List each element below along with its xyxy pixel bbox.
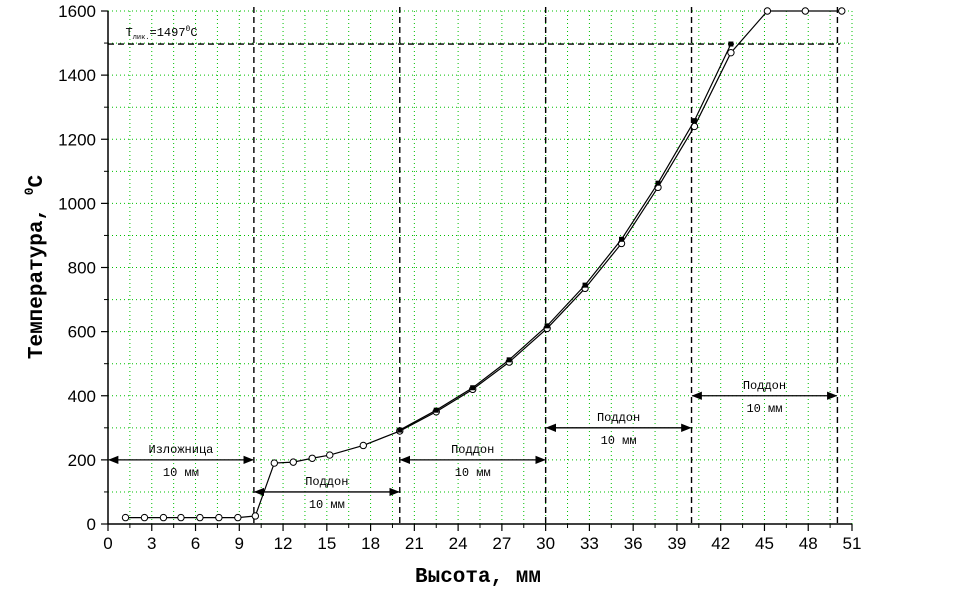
data-point-square	[691, 118, 697, 124]
liquidus-label: Tлик.=14970C	[126, 25, 198, 42]
data-point-circle	[251, 512, 260, 520]
x-tick-label: 15	[317, 534, 336, 553]
zone-annotations: Tлик.=14970C Изложница 10 мм Поддон 10 мм Под…	[107, 25, 838, 512]
data-point-circle	[326, 451, 334, 459]
x-tick-label: 21	[405, 534, 424, 553]
axes: 0 3 6 9 12 15 18 21 24 27 30 33 36 39 42 45 48 5102004006…	[58, 2, 861, 553]
y-tick-label: 800	[68, 259, 96, 278]
data-point-circle	[289, 458, 297, 466]
y-axis-title-unit: C	[26, 174, 49, 187]
zone-name: Поддон	[305, 475, 348, 489]
data-point-circle	[359, 441, 367, 450]
data-series	[121, 7, 846, 522]
data-point-circle	[196, 513, 204, 522]
zone-size: 10 мм	[455, 466, 491, 480]
data-point-circle	[159, 513, 168, 522]
x-tick-label: 42	[711, 534, 730, 553]
x-tick-label: 48	[799, 534, 818, 553]
zone-name: Поддон	[597, 411, 640, 425]
zone-size: 10 мм	[601, 434, 637, 448]
data-point-square	[655, 180, 661, 186]
data-point-square	[544, 323, 550, 329]
data-point-square	[619, 236, 625, 242]
x-tick-label: 30	[536, 534, 555, 553]
data-point-circle	[121, 513, 130, 522]
data-point-circle	[763, 7, 772, 15]
data-point-square	[397, 427, 403, 433]
zone-size: 10 мм	[746, 402, 782, 416]
x-axis-title: Высота, мм	[415, 566, 541, 589]
y-tick-label: 1400	[58, 66, 96, 85]
data-point-square	[728, 41, 734, 47]
data-point-square	[433, 407, 439, 413]
x-tick-label: 6	[191, 534, 200, 553]
data-point-circle	[140, 513, 149, 522]
y-axis-title-text: Температура,	[26, 195, 49, 359]
x-tick-label: 0	[103, 534, 112, 553]
y-tick-label: 1600	[58, 2, 96, 21]
zone-size: 10 мм	[309, 498, 345, 512]
zone-name: Поддон	[743, 379, 786, 393]
x-tick-label: 36	[624, 534, 643, 553]
x-tick-label: 3	[147, 534, 156, 553]
liquidus-t: T	[126, 26, 133, 40]
liquidus-value: =1497	[150, 26, 186, 40]
series-line-1	[125, 10, 842, 519]
data-point-circle	[727, 48, 735, 57]
y-tick-label: 200	[68, 451, 96, 470]
x-tick-label: 27	[492, 534, 511, 553]
zone-name: Изложница	[149, 443, 214, 457]
liquidus-sup: 0	[186, 25, 191, 34]
data-point-square	[470, 385, 476, 391]
x-tick-label: 45	[755, 534, 774, 553]
data-point-square	[582, 282, 588, 288]
y-axis-title-sup: 0	[22, 187, 37, 195]
zone-size: 10 мм	[163, 466, 199, 480]
x-tick-label: 9	[235, 534, 244, 553]
x-tick-label: 24	[449, 534, 468, 553]
data-point-square	[506, 357, 512, 363]
data-point-circle	[270, 459, 279, 467]
x-tick-label: 39	[667, 534, 686, 553]
data-point-circle	[838, 7, 846, 15]
y-tick-label: 600	[68, 323, 96, 342]
x-tick-label: 18	[361, 534, 380, 553]
y-tick-label: 1000	[58, 194, 96, 213]
y-tick-label: 0	[87, 515, 96, 534]
reference-lines	[108, 7, 840, 524]
x-tick-label: 51	[843, 534, 862, 553]
x-tick-label: 33	[580, 534, 599, 553]
data-point-circle	[177, 513, 185, 522]
x-tick-label: 12	[274, 534, 293, 553]
zone-name: Поддон	[451, 443, 494, 457]
data-point-circle	[234, 513, 242, 522]
y-axis-title: Температура, 0C	[22, 174, 49, 359]
y-tick-label: 400	[68, 387, 96, 406]
liquidus-sub: лик.	[133, 34, 150, 42]
y-tick-label: 1200	[58, 130, 96, 149]
data-point-circle	[801, 7, 810, 15]
liquidus-unit: C	[190, 26, 197, 40]
data-point-circle	[308, 454, 316, 462]
series-line-2	[399, 43, 732, 431]
data-point-circle	[215, 513, 223, 522]
